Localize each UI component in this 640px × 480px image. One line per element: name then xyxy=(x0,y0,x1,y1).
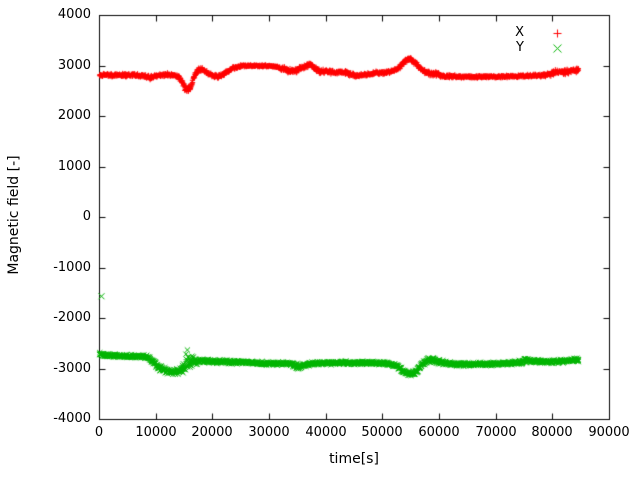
x-tick-label: 20000 xyxy=(191,425,233,440)
x-axis-title: time[s] xyxy=(329,451,379,467)
x-tick-label: 0 xyxy=(94,425,104,440)
x-tick-label: 80000 xyxy=(531,425,573,440)
y-tick-label: 3000 xyxy=(57,58,91,73)
legend-label-x: X xyxy=(515,25,524,40)
y-tick-label: -2000 xyxy=(53,310,91,325)
y-tick-label: -1000 xyxy=(53,260,91,275)
x-tick-label: 10000 xyxy=(135,425,177,440)
y-tick-label: -3000 xyxy=(53,361,91,376)
y-tick-label: 1000 xyxy=(57,159,91,174)
x-tick-label: 30000 xyxy=(248,425,290,440)
y-tick-label: -4000 xyxy=(53,411,91,426)
y-tick-label: 0 xyxy=(82,209,91,224)
legend-label-y: Y xyxy=(516,40,524,55)
x-tick-label: 50000 xyxy=(361,425,403,440)
x-tick-label: 60000 xyxy=(418,425,460,440)
x-tick-label: 90000 xyxy=(588,425,630,440)
y-tick-label: 2000 xyxy=(57,108,91,123)
x-tick-label: 40000 xyxy=(305,425,347,440)
x-tick-label: 70000 xyxy=(475,425,517,440)
y-tick-label: 4000 xyxy=(57,7,91,22)
